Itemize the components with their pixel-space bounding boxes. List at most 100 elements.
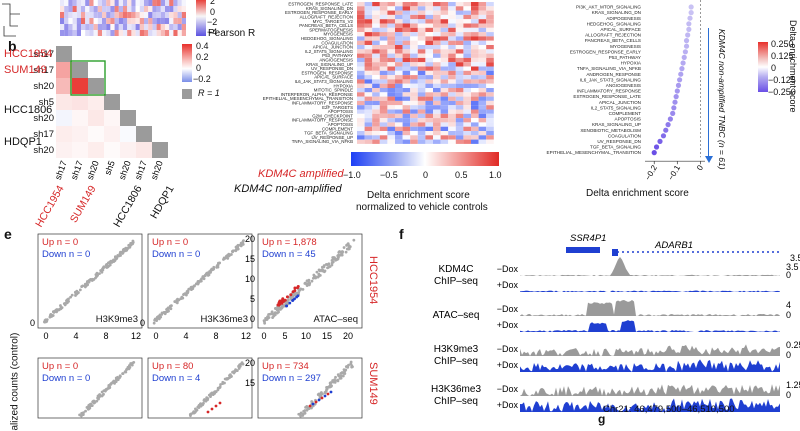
dot-point bbox=[671, 105, 677, 111]
dot-pathway-label: APICAL_SURFACE bbox=[600, 27, 641, 32]
heatmap-cell bbox=[402, 88, 411, 93]
heatmap-cell bbox=[357, 45, 365, 50]
heatmap-cell bbox=[417, 32, 426, 37]
mid-legend-tick: −0.5 bbox=[380, 170, 398, 180]
heatmap-cell bbox=[425, 70, 433, 76]
scatter-point bbox=[322, 270, 326, 274]
scatter-point bbox=[123, 370, 127, 374]
heatmap-cell bbox=[357, 49, 365, 54]
heatmap-cell bbox=[448, 27, 456, 33]
heatmap-cell bbox=[372, 105, 380, 110]
gene-label: SSR4P1 bbox=[570, 233, 606, 244]
dot-pathway-label: HYPOXIA bbox=[621, 61, 642, 66]
heat-cell bbox=[81, 6, 86, 12]
heatmap-cell bbox=[364, 19, 373, 24]
heatmap-cell bbox=[486, 32, 494, 37]
highlight-box bbox=[70, 60, 106, 96]
heat-cell bbox=[160, 0, 165, 6]
col-sh-label: sh17 bbox=[53, 159, 69, 181]
dot-pathway-label: COAGULATION bbox=[608, 133, 641, 138]
heatmap-cell bbox=[463, 83, 471, 88]
scatter-up-count: Up n = 0 bbox=[42, 237, 78, 248]
heatmap-cell bbox=[379, 14, 388, 20]
corr-cell bbox=[56, 110, 72, 126]
heat-cell bbox=[144, 24, 149, 30]
heatmap-cell bbox=[478, 92, 487, 97]
heatmap-cell bbox=[357, 36, 365, 41]
heatmap-cell bbox=[463, 27, 471, 33]
heatmap-cell bbox=[387, 113, 395, 119]
heat-cell bbox=[135, 12, 140, 18]
panel-f-coordinates: Chr21: 46,479,500–46,510,500 bbox=[603, 404, 735, 415]
scatter-mark-label: ATAC–seq bbox=[313, 314, 358, 325]
heatmap-cell bbox=[486, 75, 494, 80]
scatter-point bbox=[225, 377, 228, 381]
heatmap-cell bbox=[372, 88, 380, 93]
heat-cell bbox=[60, 18, 65, 24]
heatmap-cell bbox=[372, 79, 380, 84]
heatmap-cell bbox=[433, 66, 441, 71]
heatmap-cell bbox=[372, 126, 380, 131]
heat-cell bbox=[110, 18, 115, 24]
scatter-down-point bbox=[295, 295, 299, 299]
heatmap-cell bbox=[410, 2, 418, 7]
heat-cell bbox=[85, 18, 90, 24]
heat-cell bbox=[144, 12, 149, 18]
heatmap-cell bbox=[448, 66, 456, 71]
scatter-point bbox=[237, 367, 241, 370]
x-tick-label: 4 bbox=[183, 331, 188, 341]
dot-point bbox=[667, 116, 673, 122]
heatmap-cell bbox=[478, 105, 487, 110]
heatmap-cell bbox=[395, 122, 403, 127]
pathway-label: TNFA_SIGNALING_VIA_NFKB bbox=[292, 139, 353, 144]
heatmap-cell bbox=[364, 2, 373, 7]
heat-cell bbox=[156, 24, 161, 30]
heat-cell bbox=[72, 30, 77, 36]
scatter-point bbox=[156, 315, 160, 318]
gray-coverage-track bbox=[520, 384, 780, 396]
pathway-label: UV_RESPONSE_DN bbox=[311, 66, 353, 71]
heatmap-cell bbox=[387, 139, 395, 144]
heat-cell bbox=[148, 0, 153, 6]
corr-cell bbox=[56, 142, 72, 158]
heatmap-cell bbox=[471, 32, 479, 37]
scatter-point bbox=[343, 372, 347, 376]
heatmap-cell bbox=[478, 131, 487, 136]
heatmap-cell bbox=[486, 79, 494, 84]
heatmap-cell bbox=[410, 10, 418, 15]
heatmap-cell bbox=[463, 88, 471, 93]
scatter-point bbox=[100, 390, 104, 394]
pathway-label: HEDGEHOG_SIGNALING bbox=[301, 36, 354, 41]
scatter-point bbox=[92, 278, 96, 281]
heat-cell bbox=[89, 6, 94, 12]
heatmap-cell bbox=[402, 49, 411, 54]
heatmap-cell bbox=[433, 19, 441, 24]
heatmap-cell bbox=[471, 10, 479, 15]
dotplot-legend-title: Delta enrichment score bbox=[788, 20, 798, 113]
pathway-label: G2M_CHECKPOINT bbox=[312, 113, 353, 118]
dot-pathway-label: APOPTOSIS bbox=[615, 117, 641, 122]
condition-label: −Dox bbox=[497, 304, 519, 314]
dendrogram-branch bbox=[2, 3, 20, 37]
heatmap-cell bbox=[433, 27, 441, 33]
heatmap-cell bbox=[471, 113, 479, 119]
scatter-point bbox=[312, 273, 316, 277]
heat-cell bbox=[152, 6, 157, 12]
heatmap-cell bbox=[395, 75, 403, 80]
heatmap-cell bbox=[463, 113, 471, 119]
scale-label: 1.25 bbox=[786, 380, 800, 390]
heatmap-cell bbox=[379, 113, 388, 119]
heat-cell bbox=[139, 12, 144, 18]
heatmap-cell bbox=[402, 105, 411, 110]
heatmap-cell bbox=[379, 105, 388, 110]
heatmap-cell bbox=[364, 70, 373, 76]
heatmap-cell bbox=[455, 118, 464, 123]
pathway-label: E2F_TARGETS bbox=[322, 105, 353, 110]
scatter-point bbox=[78, 288, 82, 292]
heatmap-cell bbox=[357, 109, 365, 114]
heatmap-cell bbox=[364, 57, 373, 63]
dot-point bbox=[657, 138, 663, 144]
heat-cell bbox=[177, 0, 182, 6]
scatter-point bbox=[59, 306, 63, 309]
heatmap-cell bbox=[478, 113, 487, 119]
